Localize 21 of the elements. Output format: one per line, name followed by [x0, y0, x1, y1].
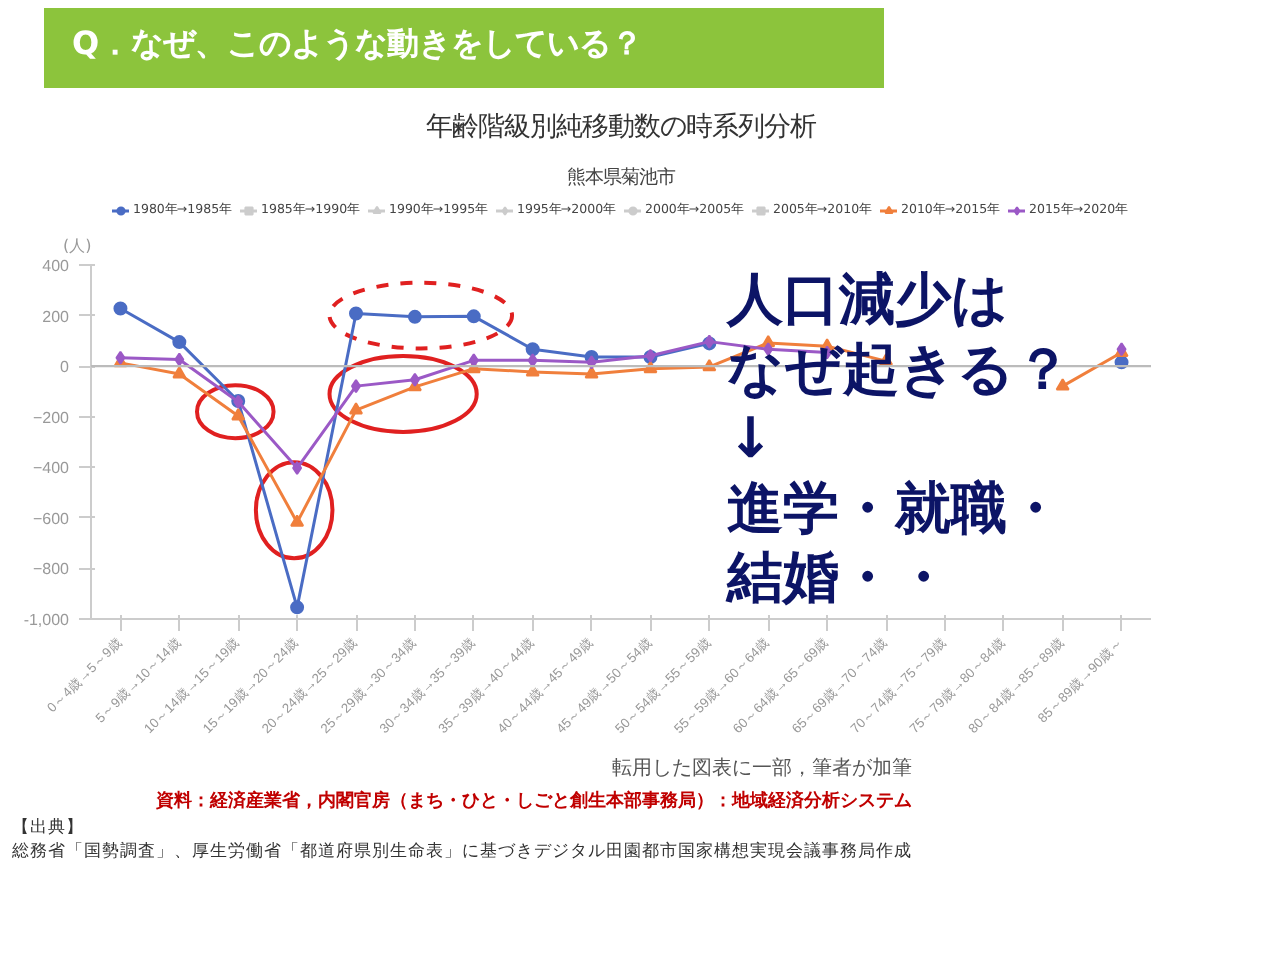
chart-subtitle: 熊本県菊池市: [567, 167, 675, 189]
text: 【出典】: [12, 816, 86, 841]
y-tick-label: −200: [32, 408, 71, 427]
y-tick-label: 0: [60, 358, 71, 377]
y-tick-label: −600: [32, 509, 71, 528]
y-tick-label: −800: [32, 560, 71, 579]
text: Q．なぜ、このような動きをしている？: [72, 22, 644, 66]
text: 総務省「国勢調査」、厚生労働省「都道府県別生命表」に基づきデジタル田園都市国家構想実現会議事務局作成: [12, 840, 912, 865]
y-tick-label: −400: [32, 459, 71, 478]
annotation: 結婚・・: [725, 544, 951, 611]
annotation: 人口減少は: [725, 266, 1009, 333]
text: 資料：経済産業省，内閣官房（まち・ひと・しごと創生本部事務局）：地域経済分析システム: [154, 790, 912, 817]
y-tick-label: 400: [42, 257, 71, 275]
annotation: なぜ起きる？: [727, 335, 1071, 402]
y-tick-label: 200: [42, 307, 71, 326]
y-tick-label: -1,000: [23, 611, 71, 629]
chart-title: 年齢階級別純移動数の時系列分析: [426, 113, 816, 143]
text: 転用した図表に一部，筆者が加筆: [610, 756, 912, 784]
annotation: ↓: [727, 405, 774, 472]
annotation: 進学・就職・: [727, 474, 1063, 541]
y-axis-title: (人): [63, 237, 92, 255]
